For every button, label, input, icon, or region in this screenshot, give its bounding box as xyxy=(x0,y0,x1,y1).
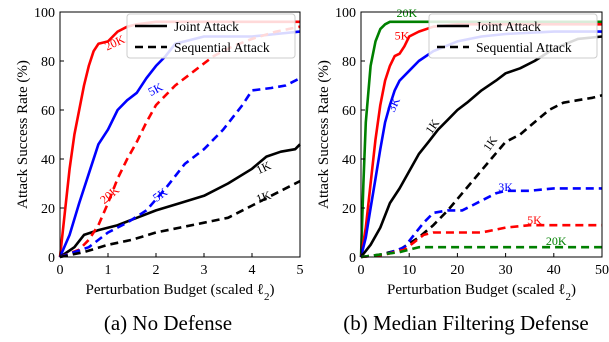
curve-label: 20K xyxy=(97,183,122,207)
x-tick-label: 4 xyxy=(249,263,256,278)
y-axis-label: Attack Success Rate (%) xyxy=(316,60,332,209)
curve-label: 20K xyxy=(546,234,567,248)
legend: Joint Attack Sequential Attack xyxy=(428,13,598,59)
x-axis-label: Perturbation Budget (scaled ℓ2) xyxy=(86,282,275,303)
series-line-joint-20k xyxy=(359,20,602,258)
series-line-sequential-1k xyxy=(360,94,603,259)
y-tick-label: 100 xyxy=(34,6,55,21)
y-tick-label: 20 xyxy=(342,202,356,217)
y-tick-label: 40 xyxy=(342,153,356,168)
series-line-joint-1k xyxy=(359,35,603,258)
curve-label: 1K xyxy=(254,188,273,206)
curve-label: 1K xyxy=(254,158,274,177)
panel-caption: (b) Median Filtering Defense xyxy=(343,311,589,335)
y-tick-label: 40 xyxy=(41,153,55,168)
legend-entry-label: Joint Attack xyxy=(476,19,541,34)
curve-label: 5K xyxy=(395,28,410,42)
chart-panel-b: 20K 5K 3K 1K 1K 3K 5K 20K 0 10 20 30 40 50 0 20 40 60 80 10… xyxy=(316,6,609,335)
curve-label: 3K xyxy=(384,95,403,115)
y-tick-label: 100 xyxy=(335,6,356,21)
x-tick-label: 3 xyxy=(201,263,208,278)
x-tick-label: 40 xyxy=(547,263,561,278)
series-line-sequential-1k xyxy=(59,179,301,259)
legend-entry-label: Sequential Attack xyxy=(476,40,572,55)
curve-label: 3K xyxy=(498,180,513,194)
series-line-sequential-5k xyxy=(59,77,301,259)
x-tick-label: 1 xyxy=(105,263,112,278)
curve-label: 1K xyxy=(480,133,500,153)
y-tick-label: 0 xyxy=(349,251,356,266)
curve-label: 1K xyxy=(422,116,442,136)
series-line-joint-1k xyxy=(59,143,301,259)
curve-label: 5K xyxy=(146,80,166,99)
legend: Joint Attack Sequential Attack xyxy=(126,13,296,59)
y-tick-label: 80 xyxy=(342,55,356,70)
series-line-sequential-20k xyxy=(59,25,301,259)
x-tick-label: 0 xyxy=(358,263,365,278)
legend-box xyxy=(126,13,296,59)
x-tick-label: 2 xyxy=(153,263,160,278)
x-tick-label: 0 xyxy=(57,263,64,278)
plot-frame xyxy=(59,11,301,258)
x-axis-label: Perturbation Budget (scaled ℓ2) xyxy=(387,282,576,303)
y-tick-label: 60 xyxy=(41,104,55,119)
y-axis-label: Attack Success Rate (%) xyxy=(15,60,31,209)
plot-frame xyxy=(360,11,603,258)
legend-entry-label: Sequential Attack xyxy=(174,40,270,55)
y-tick-label: 0 xyxy=(48,251,55,266)
y-tick-label: 60 xyxy=(342,104,356,119)
y-tick-label: 20 xyxy=(41,202,55,217)
panel-caption: (a) No Defense xyxy=(104,311,232,335)
x-tick-label: 30 xyxy=(499,263,513,278)
x-tick-label: 5 xyxy=(297,263,304,278)
x-tick-label: 50 xyxy=(595,263,609,278)
curve-label: 5K xyxy=(527,213,542,227)
x-tick-label: 20 xyxy=(450,263,464,278)
legend-entry-label: Joint Attack xyxy=(174,19,239,34)
y-tick-label: 80 xyxy=(41,55,55,70)
x-tick-label: 10 xyxy=(402,263,416,278)
legend-box xyxy=(428,13,598,59)
series-line-sequential-20k xyxy=(360,245,602,259)
curve-label: 20K xyxy=(102,32,127,54)
series-line-joint-5k xyxy=(359,23,602,258)
series-line-sequential-3k xyxy=(360,187,602,259)
series-line-joint-5k xyxy=(58,30,301,258)
curve-label: 20K xyxy=(396,6,417,20)
